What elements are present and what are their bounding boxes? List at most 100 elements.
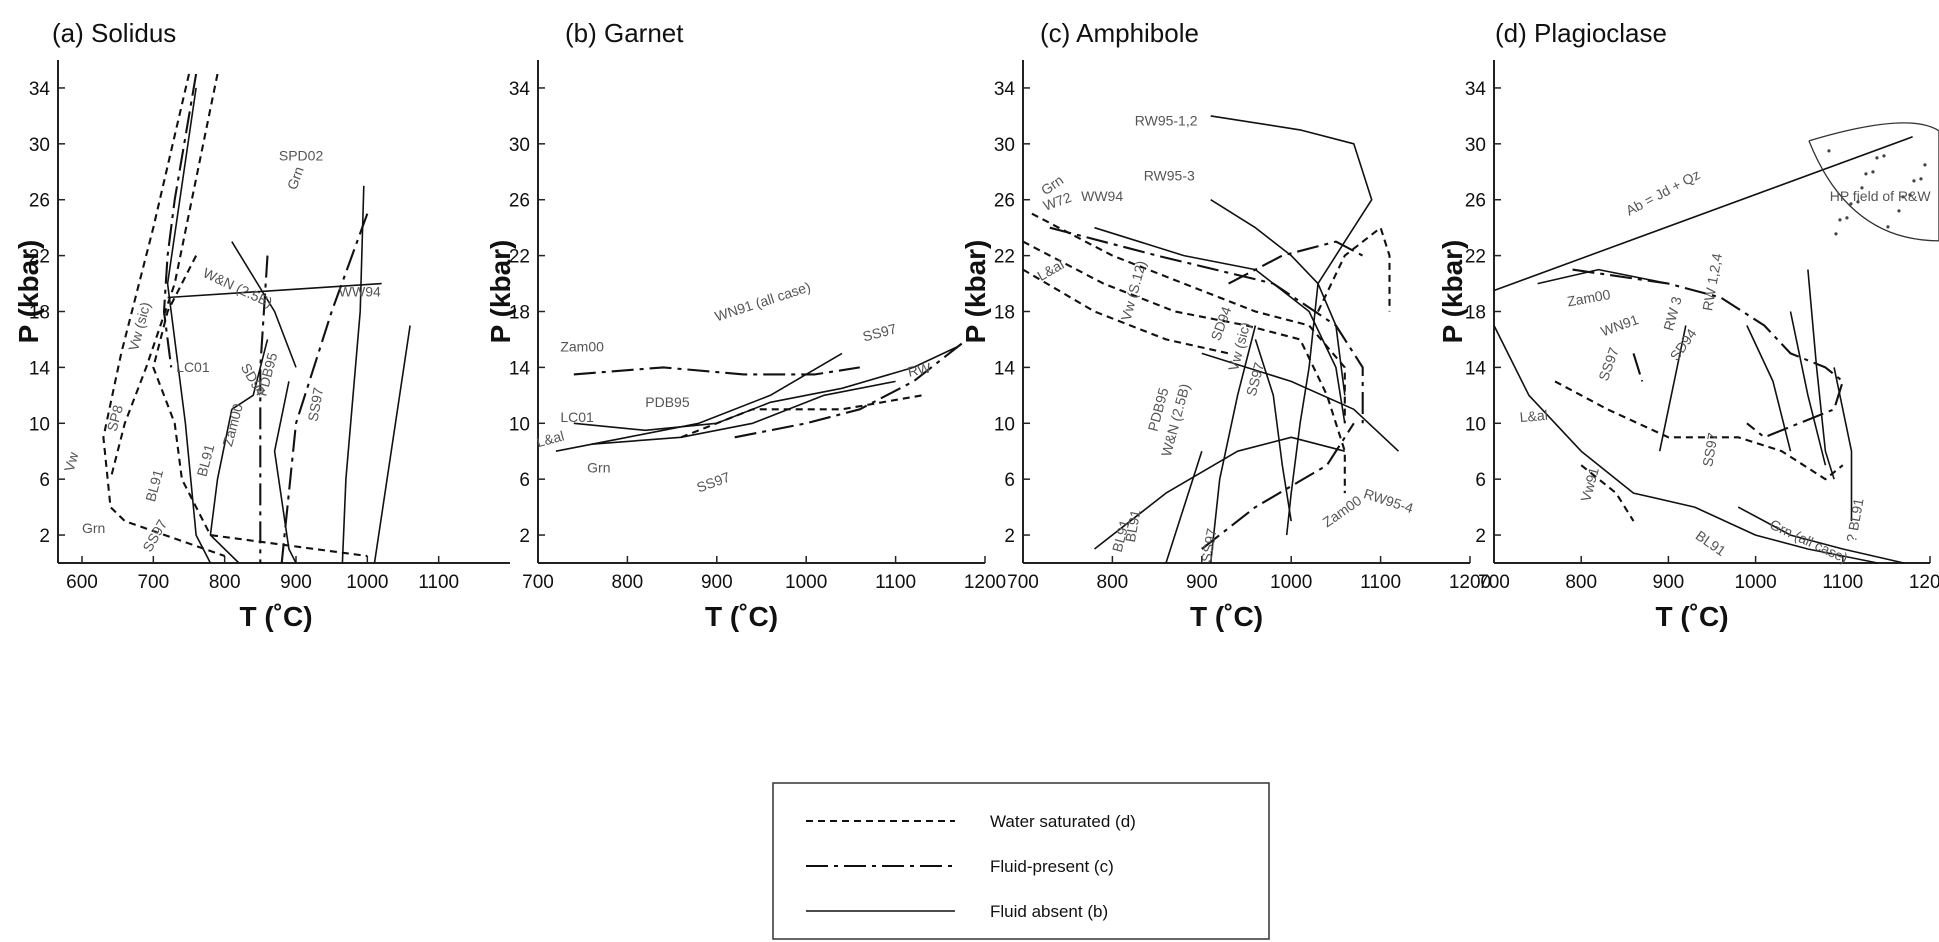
curve-label: RW	[906, 359, 933, 380]
hp-field-dot	[1845, 216, 1849, 220]
y-tick-label: 30	[509, 135, 530, 156]
y-tick-label: 14	[29, 358, 51, 379]
y-axis-title: P (kbar)	[13, 240, 44, 344]
series-curve-11	[1746, 325, 1792, 452]
y-tick-label: 14	[1465, 358, 1487, 379]
y-tick-label: 2	[1004, 526, 1015, 547]
curve-label: Vw	[61, 449, 82, 473]
curve-label: BL91	[1122, 508, 1143, 543]
hp-field-dot	[1897, 209, 1901, 213]
x-tick-label: 900	[1186, 572, 1218, 593]
x-tick-label: 1100	[875, 572, 916, 593]
series-curve-13	[231, 241, 297, 368]
y-tick-label: 6	[519, 470, 530, 491]
series-curve-8	[1210, 115, 1373, 536]
hp-field-dot	[1923, 163, 1927, 167]
series-curve-1	[102, 73, 226, 557]
curve-label: SS97	[1198, 527, 1220, 564]
hp-field-dot	[1882, 154, 1886, 158]
y-tick-label: 18	[1465, 303, 1486, 324]
series-curve-7	[1493, 325, 1878, 564]
curve-label: L&al	[1034, 256, 1066, 284]
x-tick-label: 800	[612, 572, 644, 593]
curve-label: WN91 (all case)	[713, 278, 813, 324]
y-tick-label: 2	[519, 526, 530, 547]
x-tick-label: 900	[701, 572, 733, 593]
y-tick-label: 26	[509, 191, 530, 212]
y-tick-label: 34	[1465, 79, 1487, 100]
curve-label: Zam00	[1320, 492, 1365, 530]
y-tick-label: 6	[1475, 470, 1486, 491]
series-curve-5	[573, 345, 959, 432]
curve-label: Zam00	[1566, 286, 1612, 309]
series-curve-3	[1022, 268, 1229, 355]
series-curve-4	[1317, 226, 1391, 312]
hp-field-outline	[1808, 122, 1939, 242]
x-tick-label: 700	[137, 572, 169, 593]
curve-label: SD94	[1207, 304, 1234, 343]
series-curve-6	[591, 380, 896, 445]
curve-label: Grn	[82, 520, 105, 536]
curve-label: SPD02	[279, 148, 324, 164]
series-curve-8	[167, 282, 382, 299]
y-tick-label: 10	[994, 414, 1015, 435]
series-curve-5	[1493, 136, 1913, 292]
hp-field-dot	[1912, 179, 1916, 183]
y-tick-label: 22	[994, 247, 1015, 268]
x-axis-title: T (˚C)	[705, 601, 778, 632]
y-tick-label: 34	[509, 79, 531, 100]
curve-label: W&N (2.5B)	[201, 265, 275, 311]
x-tick-label: 1000	[1270, 572, 1312, 593]
y-axis-title: P (kbar)	[1437, 240, 1468, 344]
curve-label: PDB95	[645, 394, 690, 410]
curve-label: RW 3	[1660, 294, 1685, 332]
hp-field-dot	[1908, 193, 1912, 197]
x-tick-label: 700	[1478, 572, 1510, 593]
curve-label: Vw (sic)	[125, 300, 153, 352]
curve-label: L&al	[1519, 407, 1548, 425]
series-curve-6	[1537, 268, 1669, 285]
legend: Water saturated (d) Fluid-present (c) Flui…	[772, 782, 1270, 940]
curve-label: WW94	[339, 283, 381, 299]
curve-label: Ab = Jd + Qz	[1623, 166, 1703, 218]
hp-field-dot	[1856, 200, 1860, 204]
hp-field-dot	[1827, 149, 1831, 153]
series-curve-4	[162, 73, 198, 368]
series-curve-2	[109, 73, 219, 480]
y-tick-label: 22	[1465, 247, 1486, 268]
series-curve-10	[1094, 226, 1346, 424]
curve-label: LC01	[176, 359, 210, 375]
y-tick-label: 18	[29, 303, 50, 324]
chart-panel-4: (d) Plagioclase7008009001000110012002610…	[1437, 18, 1939, 632]
series-curve-1	[1554, 380, 1844, 481]
x-axis-title: T (˚C)	[1655, 601, 1728, 632]
series-curve-9	[1789, 311, 1827, 466]
y-tick-label: 22	[509, 247, 530, 268]
curve-label: Vw91	[1577, 465, 1602, 503]
series-curve-13	[1209, 325, 1257, 564]
series-curve-2	[1580, 464, 1635, 522]
series-curve-13	[1737, 506, 1904, 564]
x-tick-label: 800	[209, 572, 241, 593]
hp-field-dot	[1849, 202, 1853, 206]
hp-field-dot	[1919, 177, 1923, 181]
x-tick-label: 900	[280, 572, 312, 593]
legend-box	[772, 782, 1270, 940]
y-tick-label: 26	[994, 191, 1015, 212]
y-tick-label: 26	[1465, 191, 1486, 212]
series-curve-12	[1094, 436, 1346, 550]
y-tick-label: 34	[994, 79, 1016, 100]
x-tick-label: 800	[1097, 572, 1129, 593]
series-curve-9	[1210, 199, 1346, 396]
series-curve-2	[1022, 240, 1346, 494]
series-curve-3	[734, 338, 968, 439]
y-tick-label: 34	[29, 79, 51, 100]
series-curve-8	[1807, 269, 1835, 480]
y-tick-label: 18	[509, 303, 530, 324]
y-tick-label: 26	[29, 191, 50, 212]
y-axis-title: P (kbar)	[485, 240, 516, 344]
x-tick-label: 1200	[1449, 572, 1491, 593]
